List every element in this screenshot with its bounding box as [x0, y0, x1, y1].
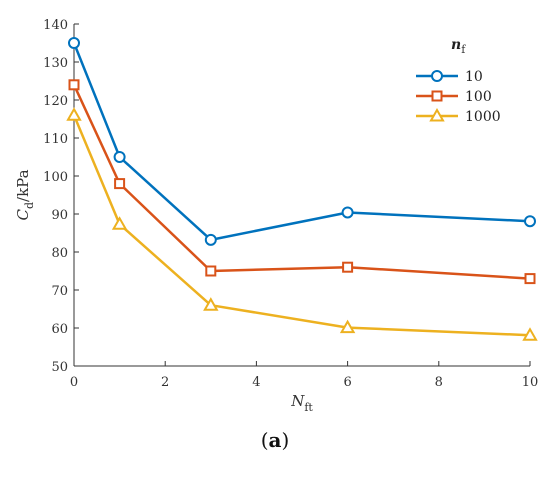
figure-caption: (a): [0, 428, 550, 452]
y-tick-label: 50: [51, 360, 68, 375]
data-point-1000-4: [522, 327, 538, 341]
data-point-100-3: [342, 261, 354, 273]
x-tick-label: 0: [70, 375, 78, 390]
series-1000: [66, 107, 538, 341]
series-100: [68, 79, 536, 285]
data-point-10-4: [524, 215, 536, 228]
data-point-10-0: [68, 37, 80, 49]
data-point-1000-0: [66, 107, 82, 121]
x-tick-label: 8: [435, 375, 443, 390]
x-tick-label: 4: [252, 375, 260, 390]
y-tick-label: 140: [43, 18, 68, 33]
y-tick-label: 80: [51, 246, 68, 261]
y-tick-label: 70: [51, 284, 68, 299]
legend-title-sub: f: [461, 43, 466, 56]
data-point-100-1: [114, 178, 126, 190]
legend-items: 10 100 1000: [416, 69, 501, 125]
legend: nf 10 100 1000: [416, 37, 501, 125]
y-ticks: 50 60 70 80 90 100 110 120 130 140: [43, 18, 79, 375]
x-axis-title-sub: ft: [304, 401, 313, 414]
legend-item-1000: 1000: [416, 107, 501, 125]
series-layer: [66, 37, 538, 341]
legend-item-100: 100: [416, 89, 492, 105]
x-axis-title-main: N: [290, 392, 305, 410]
chart: 0 2 4 6 8 10 50 60 70 80 90 100 110 120 130 140 Nft Cd…: [14, 18, 538, 414]
data-point-100-4: [524, 273, 536, 285]
legend-label: 100: [465, 89, 492, 105]
y-axis-title-main: C: [14, 209, 32, 221]
legend-swatch-marker: [429, 107, 445, 122]
legend-label: 10: [465, 69, 483, 85]
y-tick-label: 90: [51, 208, 68, 223]
legend-item-10: 10: [416, 69, 483, 85]
legend-title-main: n: [451, 37, 461, 53]
caption-open: (: [260, 428, 269, 452]
y-tick-label: 120: [43, 94, 68, 109]
data-point-1000-1: [111, 216, 128, 230]
data-point-10-2: [204, 233, 217, 246]
y-axis-title: Cd/kPa: [14, 169, 36, 220]
data-point-100-2: [205, 265, 217, 277]
data-point-100-0: [68, 79, 80, 91]
legend-swatch-marker: [431, 70, 443, 82]
y-tick-label: 100: [43, 170, 68, 185]
data-point-10-3: [341, 206, 354, 219]
x-tick-label: 2: [161, 375, 169, 390]
x-axis-title: Nft: [290, 392, 313, 414]
legend-label: 1000: [465, 109, 501, 125]
y-tick-label: 110: [43, 132, 68, 147]
series-line-100: [72, 84, 531, 280]
series-line-1000: [72, 114, 531, 337]
caption-close: ): [281, 428, 290, 452]
data-point-1000-3: [339, 319, 356, 334]
y-axis-title-sub: d: [23, 202, 36, 209]
y-axis-title-rest: /kPa: [14, 169, 32, 202]
legend-title: nf: [451, 37, 466, 56]
legend-swatch-marker: [431, 90, 443, 102]
y-tick-label: 130: [43, 56, 68, 71]
y-tick-label: 60: [51, 322, 68, 337]
data-point-1000-2: [203, 297, 219, 311]
x-ticks: 0 2 4 6 8 10: [70, 361, 538, 390]
series-10: [68, 37, 536, 246]
caption-letter: a: [268, 428, 282, 452]
x-tick-label: 10: [522, 375, 539, 390]
data-point-10-1: [113, 151, 126, 163]
x-tick-label: 6: [343, 375, 351, 390]
series-line-10: [72, 42, 531, 242]
